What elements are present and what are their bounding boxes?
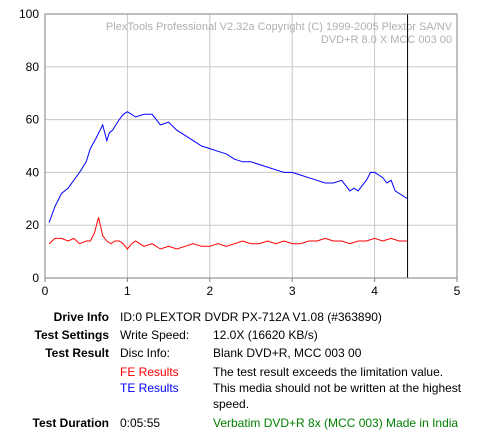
disc-info-key: Disc Info: <box>120 346 171 360</box>
test-result-label: Test Result <box>45 346 109 360</box>
x-tick-label-5: 5 <box>454 284 461 298</box>
te-results-value: This media should not be written at the … <box>213 381 462 411</box>
test-duration-value: 0:05:55 <box>120 416 161 430</box>
x-axis-ticks: 0 1 2 3 4 5 <box>42 278 461 298</box>
fe-results-value: The test result exceeds the limitation v… <box>213 365 444 379</box>
y-tick-label-100: 100 <box>19 7 39 21</box>
x-tick-label-3: 3 <box>289 284 296 298</box>
y-axis-ticks: 0 20 40 60 80 100 <box>19 7 39 285</box>
chart-grid <box>45 14 457 278</box>
y-tick-label-20: 20 <box>26 218 40 232</box>
y-tick-label-60: 60 <box>26 113 40 127</box>
media-info-value: Verbatim DVD+R 8x (MCC 003) Made in Indi… <box>213 416 459 430</box>
y-tick-label-40: 40 <box>26 165 40 179</box>
test-duration-row: Test Duration 0:05:55 Verbatim DVD+R 8x … <box>0 415 487 432</box>
test-duration-label: Test Duration <box>32 416 109 430</box>
te-results-row: TE Results This media should not be writ… <box>0 380 487 414</box>
drive-info-row: Drive Info ID:0 PLEXTOR DVDR PX-712A V1.… <box>0 309 487 326</box>
drive-info-label: Drive Info <box>53 310 109 324</box>
write-speed-key: Write Speed: <box>120 328 190 342</box>
fe-results-key: FE Results <box>120 365 179 379</box>
write-speed-value: 12.0X (16620 KB/s) <box>213 328 318 342</box>
y-tick-label-0: 0 <box>32 271 39 285</box>
watermark-line-2: DVD+R 8.0 X MCC 003 00 <box>321 34 452 46</box>
x-tick-label-1: 1 <box>124 284 131 298</box>
test-settings-row: Test Settings Write Speed: 12.0X (16620 … <box>0 327 487 344</box>
te-results-key: TE Results <box>120 381 179 395</box>
chart: PlexTools Professional V2.32a Copyright … <box>19 7 461 298</box>
chart-series <box>48 111 408 250</box>
x-tick-label-4: 4 <box>371 284 378 298</box>
te-series-line <box>48 111 408 223</box>
test-info-panel: Drive Info ID:0 PLEXTOR DVDR PX-712A V1.… <box>0 305 487 437</box>
drive-info-value: ID:0 PLEXTOR DVDR PX-712A V1.08 (#363890… <box>120 310 382 324</box>
plot-frame <box>44 13 458 279</box>
test-result-row: Test Result Disc Info: Blank DVD+R, MCC … <box>0 345 487 362</box>
x-tick-label-0: 0 <box>42 284 49 298</box>
fe-series-line <box>48 217 408 250</box>
fe-results-row: FE Results The test result exceeds the l… <box>0 364 487 381</box>
test-settings-label: Test Settings <box>34 328 109 342</box>
y-tick-label-80: 80 <box>26 60 40 74</box>
disc-info-value: Blank DVD+R, MCC 003 00 <box>213 346 362 360</box>
watermark-line-1: PlexTools Professional V2.32a Copyright … <box>106 21 453 33</box>
x-tick-label-2: 2 <box>206 284 213 298</box>
